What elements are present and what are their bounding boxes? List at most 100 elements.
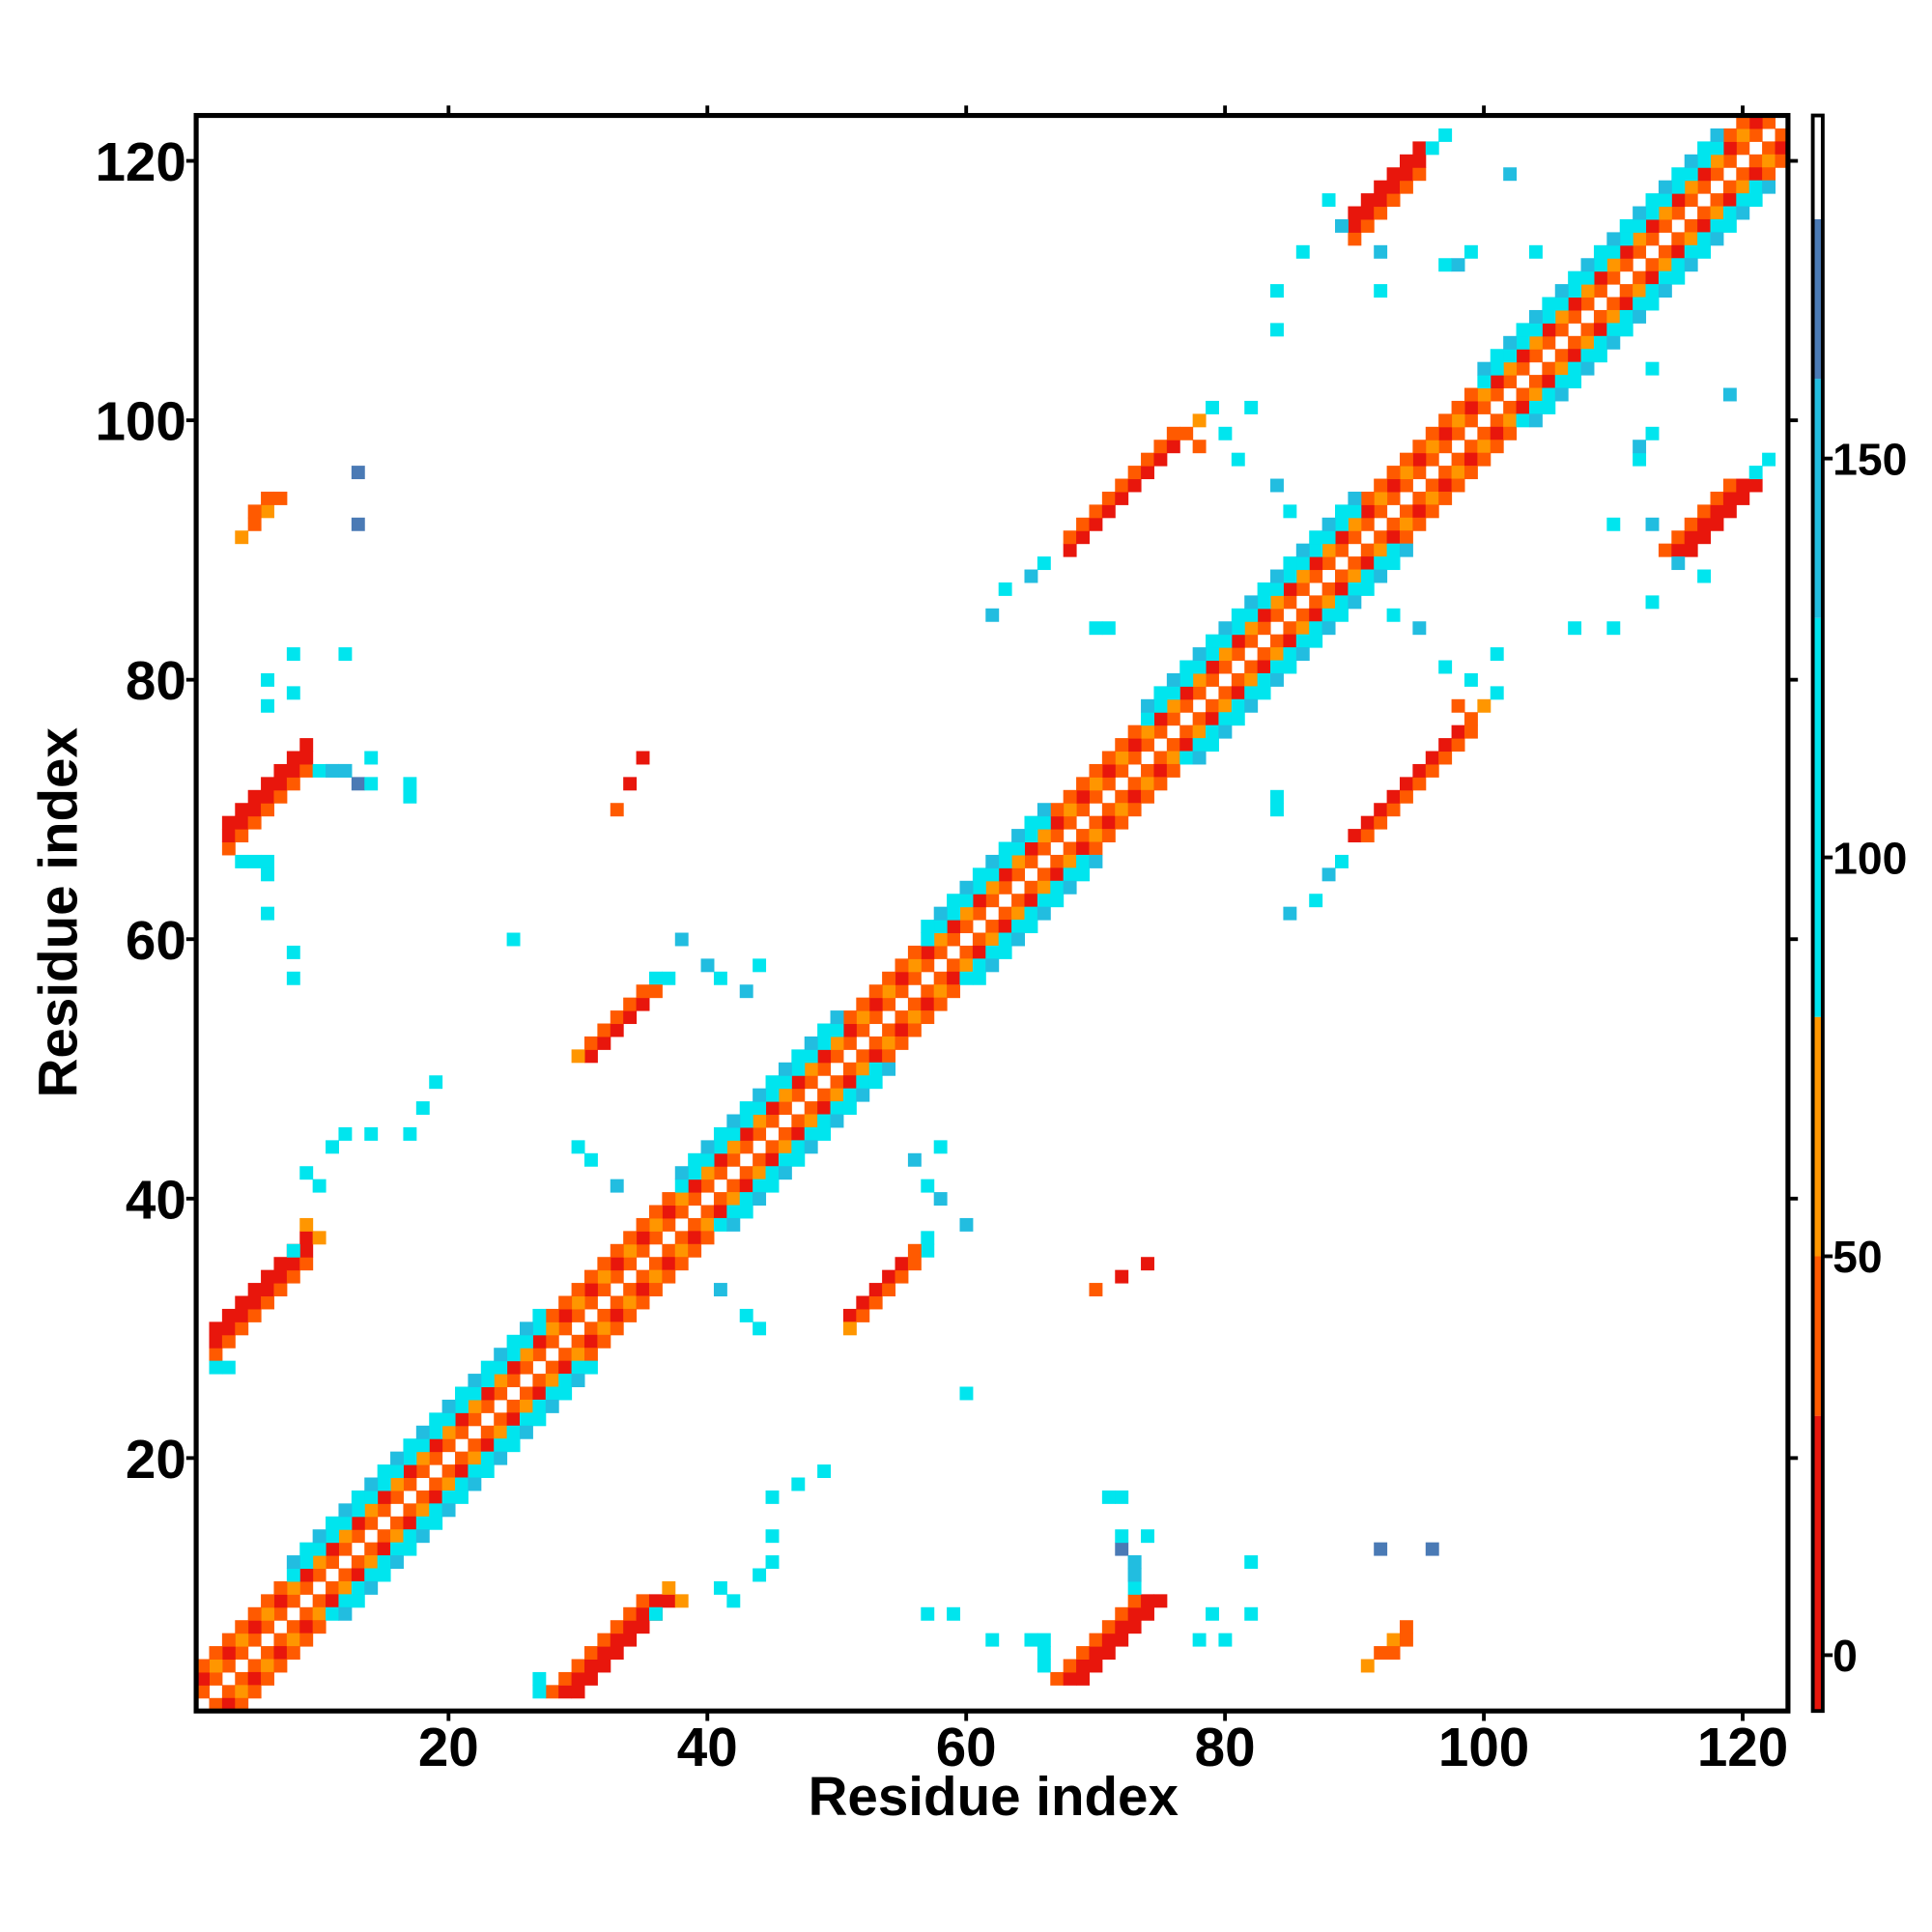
heatmap-cell [1076, 854, 1090, 868]
heatmap-cell [907, 958, 922, 973]
heatmap-cell [791, 1114, 806, 1128]
heatmap-cell [753, 1179, 767, 1193]
heatmap-cell [261, 1620, 274, 1634]
heatmap-cell [1374, 1646, 1388, 1661]
heatmap-cell [235, 1295, 249, 1310]
heatmap-cell [648, 1231, 663, 1245]
heatmap-cell [817, 1049, 832, 1064]
heatmap-cell [753, 1101, 767, 1116]
heatmap-cell [1399, 517, 1413, 531]
heatmap-cell [778, 1062, 792, 1076]
heatmap-cell [1386, 556, 1401, 571]
heatmap-cell [390, 1451, 404, 1465]
heatmap-cell [299, 1243, 314, 1258]
heatmap-cell [959, 894, 974, 908]
heatmap-cell [480, 1438, 495, 1453]
heatmap-cell [739, 1205, 753, 1219]
heatmap-cell [1218, 647, 1233, 662]
heatmap-cell [713, 1283, 727, 1297]
heatmap-cell [1528, 309, 1543, 324]
heatmap-cell [1192, 660, 1207, 674]
heatmap-cell [1115, 803, 1129, 817]
heatmap-cell [558, 1685, 573, 1699]
heatmap-cell [312, 1179, 327, 1193]
heatmap-cell [1348, 530, 1362, 545]
heatmap-cell [1037, 841, 1051, 856]
heatmap-cell [545, 1321, 559, 1336]
heatmap-cell [1762, 154, 1776, 168]
heatmap-cell [583, 1646, 598, 1661]
heatmap-cell [1309, 556, 1323, 571]
heatmap-cell [1179, 686, 1194, 700]
heatmap-cell [1348, 595, 1362, 610]
heatmap-cell [597, 1023, 611, 1037]
heatmap-cell [1386, 491, 1401, 505]
heatmap-cell [688, 1179, 702, 1193]
heatmap-cell [1451, 413, 1465, 428]
colorbar-bin [1812, 1415, 1823, 1712]
heatmap-cell [364, 1568, 379, 1582]
heatmap-cell [1412, 440, 1427, 454]
heatmap-cell [1321, 595, 1336, 610]
heatmap-cell [583, 1049, 598, 1064]
heatmap-cell [1063, 815, 1077, 830]
heatmap-cell [1399, 154, 1413, 168]
heatmap-cell [221, 1308, 236, 1322]
heatmap-cell [390, 1555, 404, 1570]
heatmap-cell [273, 1594, 288, 1608]
heatmap-cell [1477, 387, 1492, 402]
heatmap-cell [532, 1412, 547, 1427]
heatmap-cell [261, 504, 274, 519]
heatmap-cell [415, 1503, 430, 1518]
heatmap-cell [494, 1348, 508, 1362]
heatmap-cell [1645, 218, 1660, 233]
heatmap-cell [726, 1594, 741, 1608]
heatmap-cell [1374, 193, 1388, 208]
heatmap-cell [1127, 1555, 1142, 1570]
heatmap-cell [1451, 478, 1465, 493]
heatmap-cell [1127, 803, 1142, 817]
heatmap-cell [1645, 517, 1660, 531]
heatmap-cell [1309, 894, 1323, 908]
heatmap-cell [1503, 349, 1518, 363]
heatmap-cell [856, 1088, 870, 1102]
heatmap-cell [1335, 595, 1349, 610]
heatmap-cell [221, 1633, 236, 1647]
heatmap-cell [739, 1114, 753, 1128]
heatmap-cell [338, 1529, 353, 1544]
heatmap-cell [1386, 167, 1401, 182]
heatmap-cell [390, 1490, 404, 1504]
heatmap-cell [1360, 556, 1375, 571]
heatmap-cell [480, 1451, 495, 1465]
heatmap-cell [583, 1659, 598, 1673]
heatmap-cell [1115, 751, 1129, 765]
heatmap-cell [895, 1010, 909, 1025]
heatmap-cell [636, 1231, 650, 1245]
heatmap-cell [1606, 258, 1621, 272]
heatmap-cell [648, 1283, 663, 1297]
heatmap-cell [1076, 1659, 1090, 1673]
heatmap-cell [700, 1179, 715, 1193]
heatmap-cell [765, 1529, 780, 1544]
heatmap-cell [1516, 335, 1530, 350]
heatmap-cell [441, 1425, 456, 1439]
heatmap-cell [1089, 1659, 1103, 1673]
heatmap-cell [1050, 803, 1065, 817]
heatmap-cell [1024, 920, 1038, 934]
y-tick-label: 100 [95, 391, 185, 452]
heatmap-cell [286, 1243, 300, 1258]
heatmap-cell [326, 1140, 339, 1154]
heatmap-cell [610, 1620, 624, 1634]
heatmap-cell [1606, 323, 1621, 337]
heatmap-cell [1283, 569, 1297, 583]
heatmap-cell [998, 880, 1012, 895]
heatmap-cell [765, 1152, 780, 1167]
heatmap-cell [326, 1594, 339, 1608]
heatmap-cell [804, 1101, 818, 1116]
heatmap-cell [286, 971, 300, 985]
heatmap-cell [1206, 647, 1219, 662]
heatmap-cell [532, 1386, 547, 1401]
heatmap-cell [1218, 724, 1233, 739]
heatmap-cell [429, 1490, 443, 1504]
heatmap-cell [1463, 712, 1478, 726]
